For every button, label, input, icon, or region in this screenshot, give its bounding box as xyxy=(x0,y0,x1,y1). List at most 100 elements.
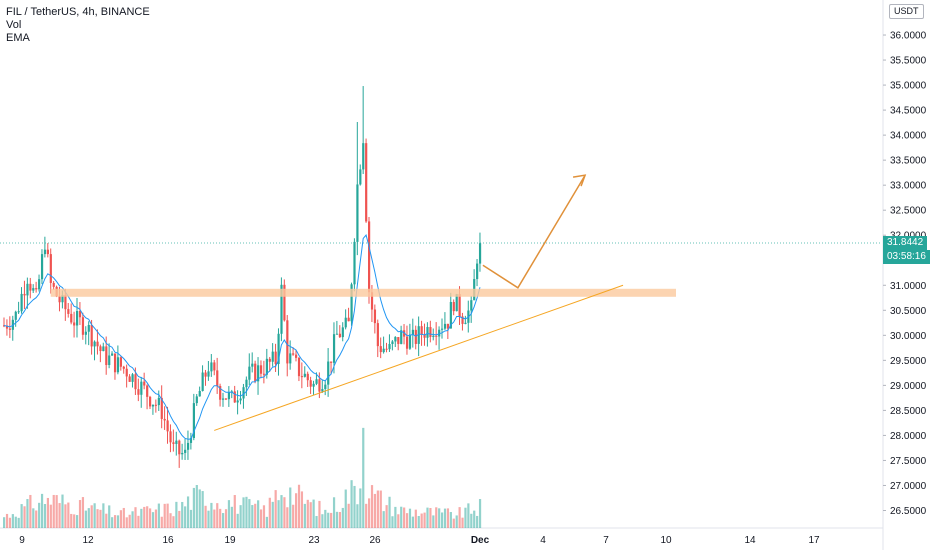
candle xyxy=(318,372,321,399)
volume-bar xyxy=(391,516,394,528)
volume-bar xyxy=(330,512,333,528)
price-tick-label: 28.0000 xyxy=(890,431,927,442)
candle xyxy=(43,236,47,258)
volume-indicator-label[interactable]: Vol xyxy=(6,19,22,31)
candle xyxy=(154,399,158,413)
price-tick-label: 35.5000 xyxy=(890,56,927,67)
volume-bar xyxy=(295,493,298,528)
candle xyxy=(49,248,52,294)
volume-bar xyxy=(236,513,239,528)
candle-body xyxy=(52,282,55,287)
candle-body xyxy=(186,442,190,450)
candle xyxy=(93,340,96,361)
price-axis-unit[interactable]: USDT xyxy=(889,4,924,19)
candle-body xyxy=(324,384,327,390)
price-tick-label: 27.5000 xyxy=(890,456,927,467)
volume-bar xyxy=(67,502,70,528)
candle xyxy=(347,307,350,322)
candle-body xyxy=(382,348,385,353)
candle-body xyxy=(271,351,274,362)
volume-bar xyxy=(315,516,318,528)
candle xyxy=(341,322,344,342)
symbol-title[interactable]: FIL / TetherUS, 4h, BINANCE xyxy=(6,6,150,18)
candle xyxy=(411,318,414,348)
candle-body xyxy=(432,335,435,338)
volume-bar xyxy=(461,517,464,528)
candle-body xyxy=(365,143,368,222)
candle xyxy=(338,325,341,338)
price-tick-label: 28.5000 xyxy=(890,406,927,417)
volume-bar xyxy=(280,495,283,528)
price-tick-label: 29.5000 xyxy=(890,356,927,367)
candle xyxy=(181,443,184,460)
candle xyxy=(373,304,377,334)
ema-indicator-label[interactable]: EMA xyxy=(6,32,30,44)
time-tick-label: 16 xyxy=(162,535,174,546)
candle xyxy=(160,385,163,429)
candle-body xyxy=(17,311,20,313)
candle xyxy=(143,372,146,390)
candle-body xyxy=(172,442,175,444)
volume-bar xyxy=(5,513,9,528)
candle xyxy=(405,325,409,355)
volume-bar xyxy=(116,515,120,528)
candle-body xyxy=(175,440,178,444)
candle xyxy=(172,429,175,452)
price-tick-label: 34.5000 xyxy=(890,106,927,117)
candle xyxy=(400,325,403,345)
price-tick-label: 31.0000 xyxy=(890,281,927,292)
candle-body xyxy=(476,263,479,280)
volume-bar xyxy=(321,514,324,528)
volume-bar xyxy=(78,500,82,528)
volume-bar xyxy=(300,491,304,528)
volume-bar xyxy=(61,494,64,528)
candle xyxy=(391,339,394,351)
candle-body xyxy=(327,361,330,385)
volume-bar xyxy=(277,500,280,528)
candle xyxy=(149,395,152,410)
candle-body xyxy=(268,358,271,362)
candle xyxy=(84,326,87,345)
candle-body xyxy=(303,373,306,377)
candle xyxy=(90,319,93,355)
candle xyxy=(70,303,73,325)
candle xyxy=(408,323,412,350)
volume-bar xyxy=(29,494,32,528)
candle xyxy=(461,312,464,331)
volume-bar xyxy=(289,487,292,528)
candle xyxy=(417,316,420,357)
volume-bar xyxy=(81,497,85,528)
candle xyxy=(385,342,388,353)
candle-body xyxy=(315,379,318,384)
volume-bar xyxy=(368,498,371,528)
candle-body xyxy=(14,311,17,320)
volume-bar xyxy=(227,500,231,528)
volume-bar xyxy=(23,506,26,528)
volume-bar xyxy=(40,493,44,528)
candle-body xyxy=(242,387,245,399)
candle-body xyxy=(143,381,146,386)
candle-body xyxy=(335,333,339,335)
candle-body xyxy=(400,330,403,344)
candle xyxy=(365,138,368,223)
volume-bar xyxy=(359,488,362,528)
volume-bar xyxy=(417,516,420,528)
candle-body xyxy=(318,379,321,392)
volume-bar xyxy=(327,512,330,528)
resistance-zone xyxy=(50,288,677,297)
candle-body xyxy=(312,383,315,387)
volume-bar xyxy=(219,508,222,528)
candle-body xyxy=(478,243,482,264)
volume-bar xyxy=(143,506,146,528)
volume-bar xyxy=(464,507,467,528)
candle xyxy=(14,310,17,327)
candle xyxy=(35,281,38,293)
candle xyxy=(216,357,219,394)
candle xyxy=(388,334,391,352)
volume-bar xyxy=(303,503,306,528)
candle-body xyxy=(248,366,251,380)
candle xyxy=(131,373,134,388)
candle xyxy=(73,311,76,338)
candle xyxy=(122,365,125,374)
